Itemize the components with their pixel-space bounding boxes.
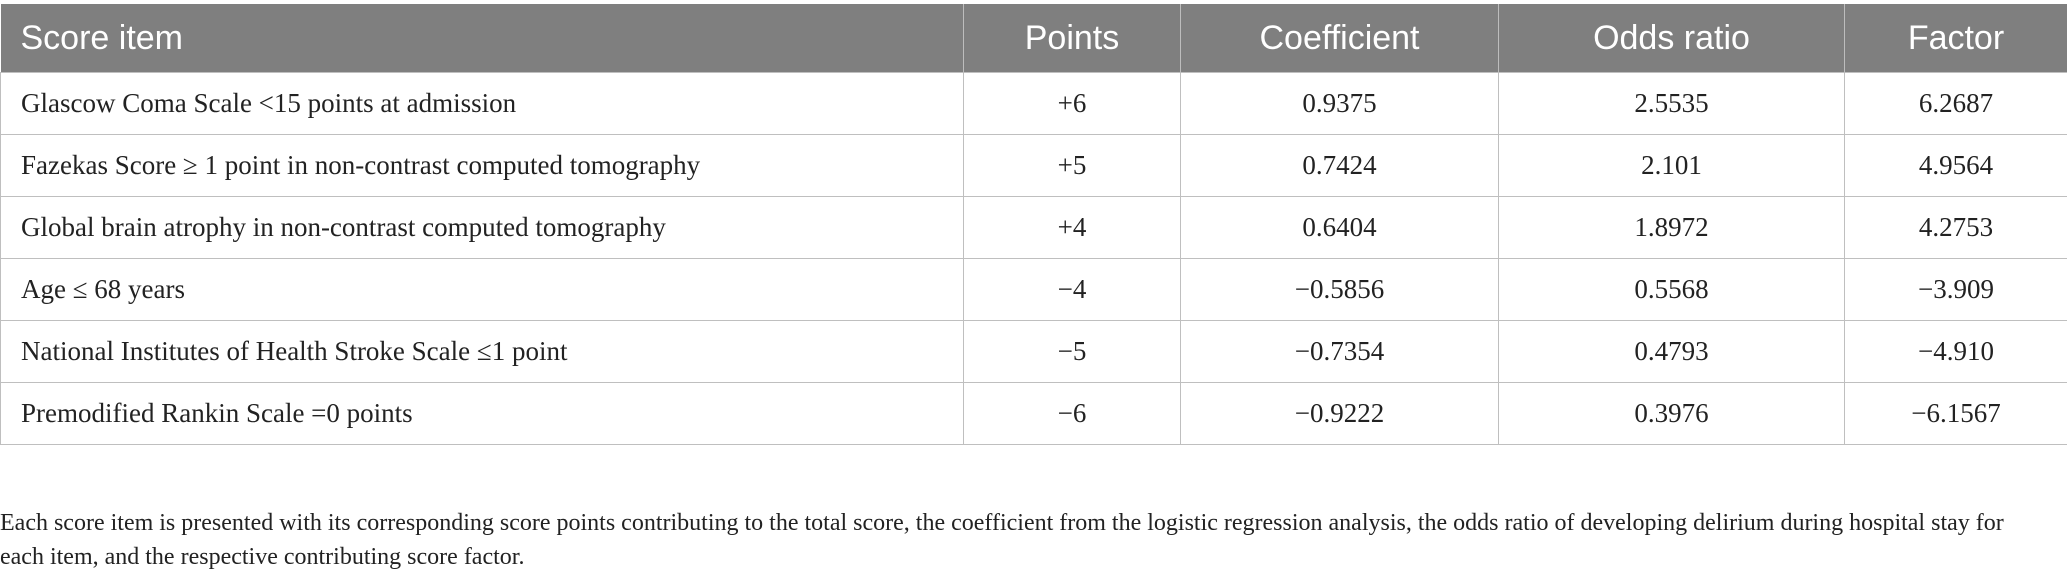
table-header-row: Score item Points Coefficient Odds ratio…	[0, 4, 2067, 73]
score-item-cell: Premodified Rankin Scale =0 points	[0, 382, 964, 445]
table-row: Premodified Rankin Scale =0 points −6 −0…	[0, 382, 2067, 445]
points-cell: −5	[963, 320, 1181, 383]
column-header-odds-ratio: Odds ratio	[1498, 4, 1845, 73]
column-header-factor: Factor	[1844, 4, 2067, 73]
column-header-score-item: Score item	[0, 4, 964, 73]
factor-cell: −6.1567	[1844, 382, 2067, 445]
odds-ratio-cell: 1.8972	[1498, 196, 1845, 259]
coefficient-cell: −0.9222	[1180, 382, 1499, 445]
factor-cell: 6.2687	[1844, 72, 2067, 135]
score-table-container: Score item Points Coefficient Odds ratio…	[0, 4, 2067, 445]
table-row: Glascow Coma Scale <15 points at admissi…	[0, 72, 2067, 135]
table-row: National Institutes of Health Stroke Sca…	[0, 320, 2067, 383]
column-header-points: Points	[963, 4, 1181, 73]
factor-cell: −3.909	[1844, 258, 2067, 321]
coefficient-cell: 0.6404	[1180, 196, 1499, 259]
score-item-cell: Global brain atrophy in non-contrast com…	[0, 196, 964, 259]
odds-ratio-cell: 0.5568	[1498, 258, 1845, 321]
coefficient-cell: −0.5856	[1180, 258, 1499, 321]
table-row: Age ≤ 68 years −4 −0.5856 0.5568 −3.909	[0, 258, 2067, 321]
column-header-coefficient: Coefficient	[1180, 4, 1499, 73]
points-cell: −6	[963, 382, 1181, 445]
coefficient-cell: −0.7354	[1180, 320, 1499, 383]
points-cell: +6	[963, 72, 1181, 135]
table-row: Global brain atrophy in non-contrast com…	[0, 196, 2067, 259]
factor-cell: 4.9564	[1844, 134, 2067, 197]
odds-ratio-cell: 2.101	[1498, 134, 1845, 197]
score-item-cell: Fazekas Score ≥ 1 point in non-contrast …	[0, 134, 964, 197]
table-row: Fazekas Score ≥ 1 point in non-contrast …	[0, 134, 2067, 197]
score-item-cell: Glascow Coma Scale <15 points at admissi…	[0, 72, 964, 135]
factor-cell: −4.910	[1844, 320, 2067, 383]
points-cell: +5	[963, 134, 1181, 197]
points-cell: +4	[963, 196, 1181, 259]
coefficient-cell: 0.9375	[1180, 72, 1499, 135]
points-cell: −4	[963, 258, 1181, 321]
coefficient-cell: 0.7424	[1180, 134, 1499, 197]
score-item-cell: National Institutes of Health Stroke Sca…	[0, 320, 964, 383]
score-item-cell: Age ≤ 68 years	[0, 258, 964, 321]
odds-ratio-cell: 0.4793	[1498, 320, 1845, 383]
factor-cell: 4.2753	[1844, 196, 2067, 259]
table-caption: Each score item is presented with its co…	[0, 510, 2004, 570]
odds-ratio-cell: 2.5535	[1498, 72, 1845, 135]
odds-ratio-cell: 0.3976	[1498, 382, 1845, 445]
score-table: Score item Points Coefficient Odds ratio…	[0, 4, 2067, 445]
